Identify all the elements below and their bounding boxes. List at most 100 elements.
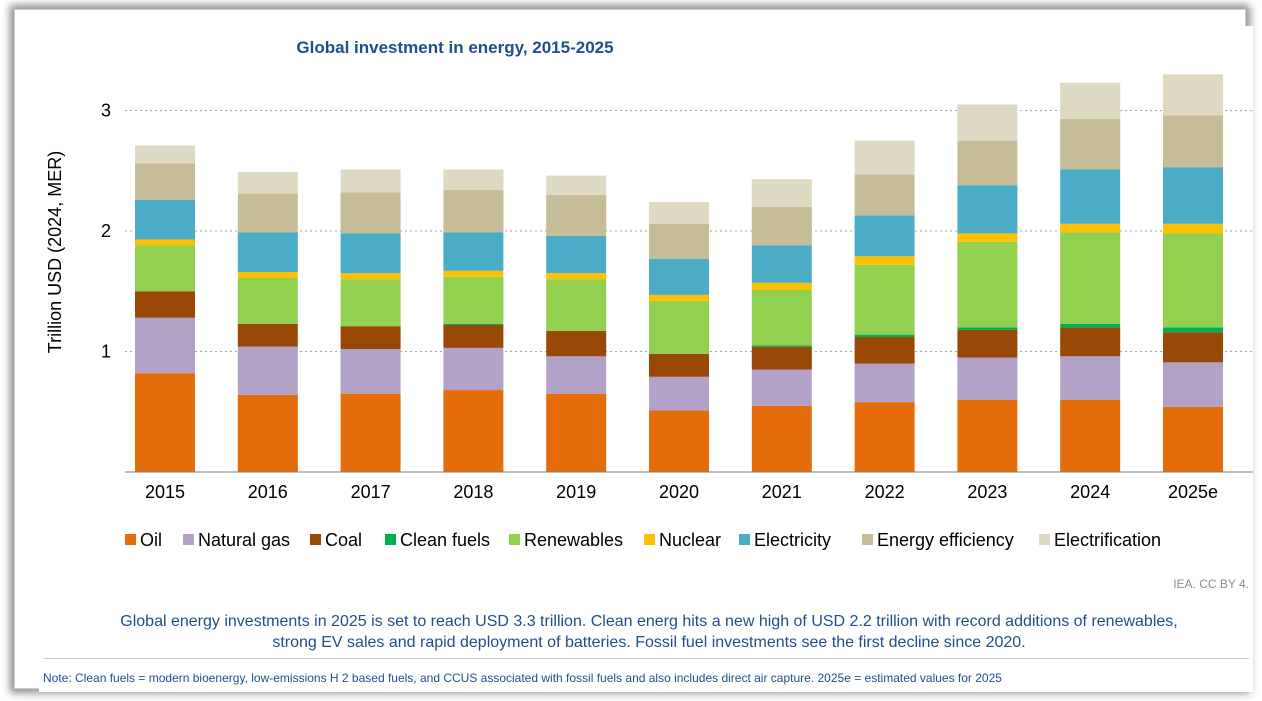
x-tick-label: 2022 — [865, 482, 905, 502]
bar-segment-renewables — [1163, 233, 1223, 328]
bar-segment-renewables — [546, 279, 607, 332]
bar-segment-oil — [649, 410, 709, 472]
bar-stack-2017 — [340, 169, 401, 472]
bar-segment-electrification — [237, 171, 298, 194]
legend-item: Nuclear — [644, 530, 721, 550]
bar-segment-renewables — [751, 290, 812, 346]
bar-segment-nuclear — [135, 239, 195, 246]
legend-swatch — [385, 534, 396, 545]
bar-segment-energy-efficiency — [1060, 118, 1121, 170]
bar-stack-2016 — [237, 171, 298, 472]
bar-segment-renewables — [443, 276, 504, 324]
bar-segment-electrification — [546, 175, 607, 195]
summary-line: strong EV sales and rapid deployment of … — [272, 634, 1026, 651]
bar-segment-oil — [1060, 399, 1121, 472]
bar-segment-renewables — [1060, 232, 1121, 324]
bars — [135, 74, 1223, 472]
bar-stack-2015 — [135, 145, 195, 472]
bar-segment-electrification — [1163, 74, 1223, 116]
bar-stack-2024 — [1060, 82, 1121, 472]
bar-stack-2021 — [751, 179, 812, 472]
bar-segment-oil — [135, 373, 195, 472]
x-tick-label: 2019 — [556, 482, 596, 502]
legend-item: Energy efficiency — [862, 530, 1014, 550]
bar-segment-oil — [340, 393, 401, 472]
y-tick-label: 3 — [101, 101, 111, 121]
bar-segment-natural-gas — [751, 369, 812, 406]
bar-segment-coal — [1060, 327, 1121, 357]
bar-stack-2018 — [443, 169, 504, 472]
y-axis-label: Trillion USD (2024, MER) — [45, 151, 65, 353]
legend-swatch — [862, 534, 873, 545]
divider — [43, 658, 1249, 659]
bar-segment-electricity — [957, 185, 1018, 234]
bar-segment-energy-efficiency — [957, 140, 1018, 186]
x-tick-label: 2015 — [145, 482, 185, 502]
bar-segment-energy-efficiency — [237, 193, 298, 233]
legend-item: Oil — [125, 530, 162, 550]
y-tick-label: 2 — [101, 221, 111, 241]
chart-title: Global investment in energy, 2015-2025 — [296, 38, 613, 57]
legend-item: Coal — [310, 530, 362, 550]
bar-segment-energy-efficiency — [443, 190, 504, 233]
x-tick-label: 2017 — [351, 482, 391, 502]
bar-segment-renewables — [957, 241, 1018, 328]
bar-segment-renewables — [854, 264, 915, 335]
bar-segment-electrification — [1060, 82, 1121, 119]
legend-item: Natural gas — [183, 530, 290, 550]
figure-content: Global investment in energy, 2015-2025 T… — [39, 26, 1253, 692]
bar-segment-energy-efficiency — [546, 194, 607, 236]
y-axis-ticks: 1 2 3 — [101, 101, 111, 362]
bar-segment-renewables — [237, 277, 298, 324]
legend-label: Energy efficiency — [877, 530, 1014, 550]
bar-segment-natural-gas — [546, 356, 607, 394]
bar-segment-electricity — [340, 233, 401, 274]
bar-segment-electrification — [751, 179, 812, 207]
legend-swatch — [509, 534, 520, 545]
bar-segment-oil — [751, 405, 812, 472]
legend-label: Electrification — [1054, 530, 1161, 550]
bar-stack-2023 — [957, 104, 1018, 472]
legend-label: Renewables — [524, 530, 623, 550]
figure-frame: Global investment in energy, 2015-2025 T… — [14, 9, 1253, 692]
legend-swatch — [739, 534, 750, 545]
x-tick-label: 2016 — [248, 482, 288, 502]
bar-segment-nuclear — [649, 294, 709, 301]
bar-segment-energy-efficiency — [854, 174, 915, 216]
bar-segment-electricity — [649, 258, 709, 295]
legend-swatch — [1039, 534, 1050, 545]
legend-swatch — [310, 534, 321, 545]
legend-swatch — [125, 534, 136, 545]
x-tick-label: 2025e — [1168, 482, 1218, 502]
x-tick-label: 2021 — [762, 482, 802, 502]
bar-segment-nuclear — [1060, 223, 1121, 233]
bar-segment-coal — [1163, 332, 1223, 363]
bar-segment-oil — [443, 390, 504, 472]
bar-segment-oil — [546, 393, 607, 472]
bar-segment-coal — [340, 326, 401, 350]
bar-segment-energy-efficiency — [649, 223, 709, 259]
bar-segment-renewables — [135, 245, 195, 292]
bar-segment-energy-efficiency — [751, 206, 812, 246]
bar-segment-clean-fuels — [1060, 323, 1121, 328]
bar-stack-2022 — [854, 140, 915, 472]
bar-segment-clean-fuels — [1163, 327, 1223, 333]
bar-segment-electricity — [237, 232, 298, 272]
bar-segment-electrification — [957, 104, 1018, 141]
bar-segment-electrification — [135, 145, 195, 164]
bar-segment-oil — [854, 402, 915, 472]
x-tick-label: 2023 — [967, 482, 1007, 502]
bar-segment-renewables — [340, 279, 401, 327]
bar-segment-coal — [135, 291, 195, 318]
bar-segment-energy-efficiency — [135, 163, 195, 200]
bar-segment-coal — [546, 331, 607, 357]
x-tick-label: 2018 — [453, 482, 493, 502]
bar-segment-electricity — [546, 235, 607, 274]
bar-segment-electrification — [443, 169, 504, 191]
bar-segment-nuclear — [443, 270, 504, 277]
bar-segment-energy-efficiency — [1163, 115, 1223, 168]
bar-segment-renewables — [649, 300, 709, 354]
bar-segment-coal — [237, 323, 298, 347]
bar-segment-natural-gas — [1060, 356, 1121, 400]
x-tick-label: 2024 — [1070, 482, 1110, 502]
